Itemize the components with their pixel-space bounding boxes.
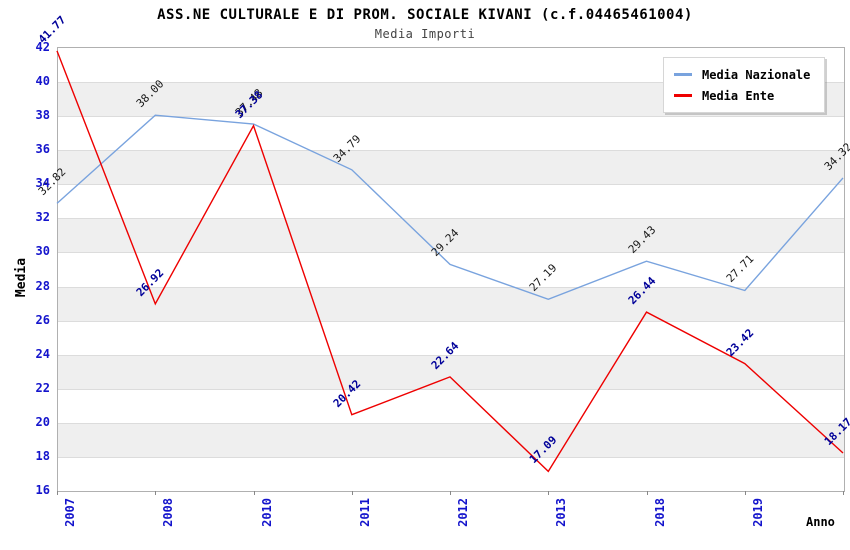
gridline — [58, 82, 844, 84]
y-tick-label: 16 — [35, 483, 50, 497]
gridline — [58, 218, 844, 220]
y-tick-label: 38 — [35, 108, 50, 123]
legend-item: Media Ente — [674, 85, 810, 106]
legend-label: Media Ente — [702, 88, 775, 103]
background-band — [58, 354, 844, 389]
y-tick-label: 26 — [35, 312, 50, 327]
background-band — [58, 218, 844, 253]
legend-box: Media Nazionale Media Ente — [663, 57, 826, 113]
gridline — [58, 150, 844, 152]
series-line-nazionale — [56, 114, 844, 301]
legend-item: Media Nazionale — [674, 64, 810, 85]
background-band — [58, 150, 844, 185]
legend-label: Media Nazionale — [702, 67, 811, 82]
gridline — [58, 456, 844, 458]
gridline — [58, 116, 844, 118]
y-tick-label: 28 — [35, 278, 50, 293]
legend-line-swatch-nazionale — [674, 73, 692, 76]
x-tick-mark — [744, 491, 746, 495]
line-series-layer — [56, 50, 844, 473]
gridline — [58, 320, 844, 322]
y-tick-label: 18 — [35, 448, 50, 463]
x-tick-mark — [57, 491, 58, 495]
background-band — [58, 422, 844, 457]
x-tick-mark — [843, 491, 844, 495]
y-tick-label: 34 — [35, 176, 50, 191]
gridline — [58, 388, 844, 390]
gridline — [58, 422, 844, 424]
series-line-ente — [56, 50, 844, 473]
x-tick-mark — [450, 491, 451, 495]
x-tick-mark — [646, 491, 648, 495]
background-band — [58, 286, 844, 321]
x-tick-mark — [351, 491, 353, 495]
gridline — [58, 286, 844, 288]
x-tick-mark — [253, 491, 255, 495]
y-tick-label: 24 — [35, 346, 50, 361]
plot-area — [57, 47, 845, 492]
x-tick-mark — [155, 491, 157, 495]
chart-subtitle: Media Importi — [374, 27, 476, 41]
y-tick-label: 40 — [35, 74, 50, 89]
gridline — [58, 252, 844, 254]
gridline — [58, 354, 844, 356]
y-tick-label: 32 — [35, 210, 50, 225]
legend-line-swatch-ente — [674, 94, 692, 97]
y-tick-label: 30 — [35, 244, 50, 259]
gridline — [58, 184, 844, 186]
x-axis-title: Anno — [806, 515, 835, 529]
x-tick-mark — [548, 491, 550, 495]
y-tick-label: 20 — [35, 414, 50, 429]
y-tick-label: 22 — [35, 380, 50, 395]
y-tick-label: 36 — [35, 142, 50, 157]
y-tick-label: 42 — [35, 40, 50, 54]
chart-title: ASS.NE CULTURALE E DI PROM. SOCIALE KIVA… — [157, 7, 693, 23]
